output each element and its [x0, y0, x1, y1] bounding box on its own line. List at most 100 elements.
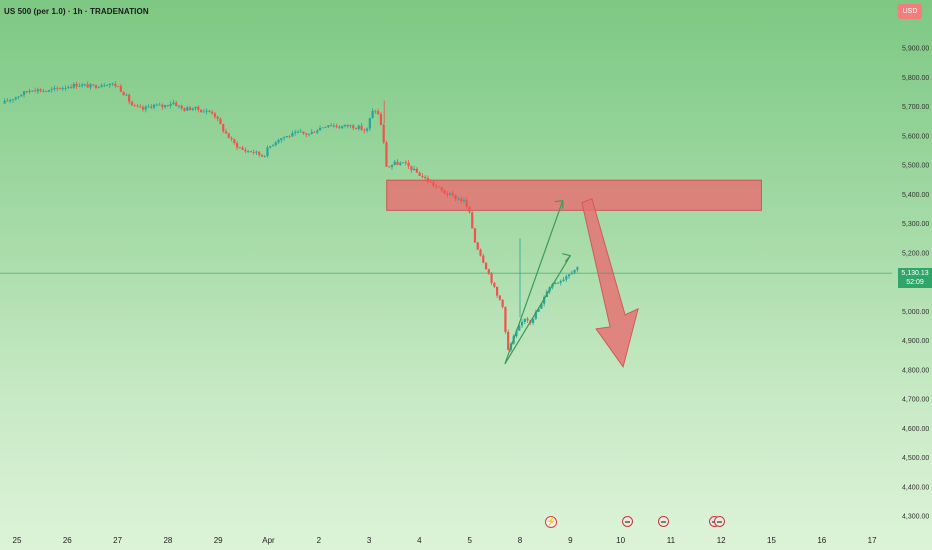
- x-tick-label: 26: [63, 536, 72, 545]
- candle-body: [294, 131, 297, 133]
- candle-body: [471, 212, 474, 229]
- candle-body: [3, 100, 6, 104]
- candle-body: [354, 128, 358, 130]
- y-tick-label: 5,900.00: [902, 46, 929, 53]
- currency-badge[interactable]: USD: [898, 4, 922, 19]
- candle-body: [451, 193, 454, 196]
- price-axis[interactable]: 5,900.00 5,800.00 5,700.00 5,600.00 5,500.00…: [902, 46, 929, 521]
- candle-body: [404, 162, 407, 164]
- candle-body: [299, 131, 302, 133]
- flag-icon[interactable]: [658, 516, 669, 527]
- y-tick-label: 5,000.00: [902, 309, 929, 316]
- candle-body: [393, 161, 396, 165]
- candle-body: [42, 91, 45, 92]
- candle-body: [360, 125, 363, 130]
- candle-body: [460, 198, 463, 202]
- flag-icon[interactable]: [714, 516, 725, 527]
- candle-body: [34, 90, 37, 92]
- symbol-title[interactable]: US 500 (per 1.0) · 1h · TRADENATION: [4, 7, 149, 16]
- candle-body: [224, 131, 228, 134]
- candle-body: [97, 87, 100, 88]
- candle-body: [144, 106, 147, 110]
- candle-body: [504, 306, 507, 332]
- candle-body: [219, 118, 222, 125]
- candle-body: [479, 249, 482, 256]
- candle-body: [576, 267, 579, 270]
- candle-body: [454, 195, 457, 200]
- candle-body: [177, 105, 181, 107]
- candle-body: [114, 83, 117, 87]
- candle-body: [83, 84, 87, 86]
- y-tick-label: 5,200.00: [902, 250, 929, 257]
- candle-body: [139, 106, 142, 108]
- candle-body: [233, 139, 236, 144]
- candle-body: [111, 83, 114, 85]
- candle-body: [330, 125, 333, 126]
- candle-body: [515, 330, 518, 337]
- candle-body: [473, 228, 477, 243]
- candle-body: [169, 104, 172, 106]
- candle-body: [269, 145, 272, 148]
- candle-body: [6, 100, 9, 102]
- candle-body: [537, 308, 540, 312]
- candle-body: [216, 116, 219, 119]
- candle-body: [47, 90, 51, 92]
- candle-body: [28, 90, 31, 92]
- candle-body: [230, 137, 233, 140]
- time-axis[interactable]: 25 26 27 28 29 Apr 2 3 4 5 8 9 10 11 12 15 16 17: [13, 536, 878, 545]
- candle-body: [318, 127, 322, 131]
- candle-body: [130, 101, 134, 106]
- candle-body: [371, 110, 374, 119]
- candle-body: [175, 102, 178, 106]
- candle-body: [462, 200, 466, 202]
- candle-body: [349, 125, 352, 127]
- drawings[interactable]: [504, 198, 639, 368]
- candle-body: [365, 128, 369, 131]
- candle-body: [435, 185, 438, 187]
- candle-body: [484, 262, 488, 270]
- candle-body: [418, 172, 421, 176]
- candle-body: [296, 131, 300, 133]
- candle-body: [363, 129, 366, 131]
- candle-body: [22, 91, 26, 96]
- x-tick-label: 10: [616, 536, 625, 545]
- candle-body: [78, 86, 81, 87]
- candle-body: [235, 143, 239, 148]
- candle-body: [36, 89, 39, 92]
- flag-icon[interactable]: [622, 516, 633, 527]
- candle-body: [150, 106, 153, 108]
- candle-body: [45, 91, 48, 92]
- candle-body: [274, 142, 277, 146]
- candle-body: [258, 151, 261, 155]
- candle-body: [421, 175, 424, 177]
- candle-body: [482, 255, 485, 263]
- candle-body: [180, 105, 183, 109]
- x-tick-label: 17: [868, 536, 877, 545]
- candle-body: [310, 131, 313, 134]
- candle-body: [31, 90, 34, 92]
- supply-zone[interactable]: [386, 179, 762, 211]
- candle-body: [252, 152, 255, 153]
- trendline: [504, 255, 571, 365]
- candle-body: [346, 124, 349, 127]
- candle-body: [119, 86, 122, 92]
- candle-body: [241, 147, 244, 150]
- candle-body: [191, 108, 194, 110]
- candle-body: [197, 106, 200, 110]
- candle-body: [89, 84, 92, 88]
- candle-body: [172, 102, 175, 105]
- candle-body: [432, 182, 435, 186]
- lightning-icon[interactable]: ⚡: [545, 516, 557, 528]
- candle-body: [496, 286, 499, 296]
- candle-body: [152, 104, 156, 108]
- y-tick-label: 4,600.00: [902, 426, 929, 433]
- candle-body: [448, 193, 452, 195]
- x-tick-label: 5: [467, 536, 472, 545]
- candle-body: [25, 91, 28, 93]
- candle-body: [543, 296, 546, 304]
- y-tick-label: 4,800.00: [902, 367, 929, 374]
- candle-body: [316, 130, 319, 133]
- candle-body: [50, 89, 53, 91]
